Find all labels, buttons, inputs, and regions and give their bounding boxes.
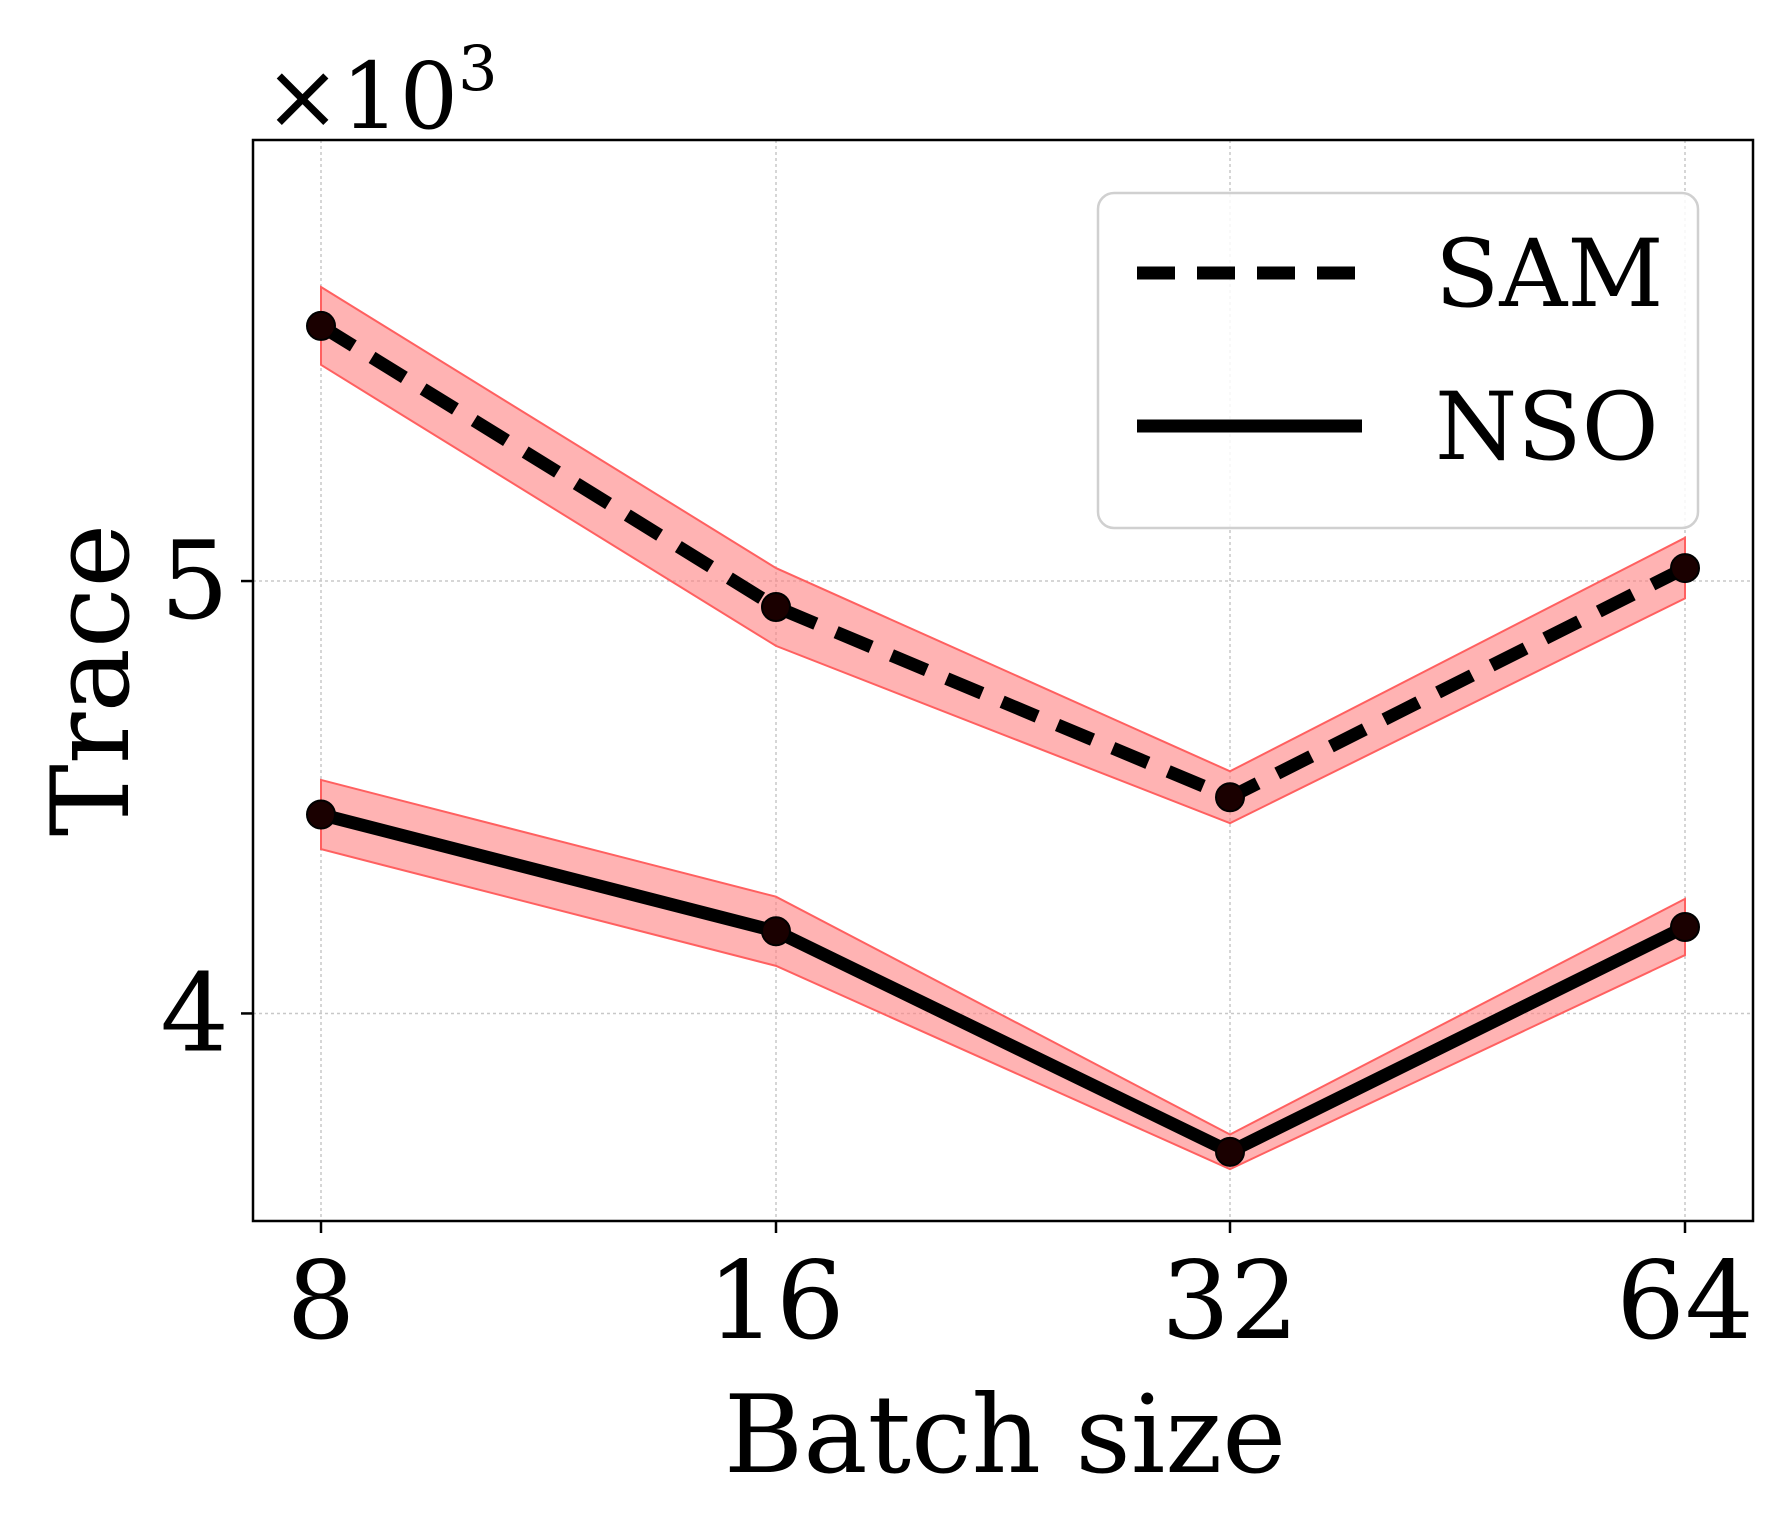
- nso-point-64: [1670, 911, 1700, 942]
- line-layer: [317, 320, 1688, 1160]
- y-axis-label: Trace: [29, 524, 154, 836]
- nso-point-8: [306, 799, 336, 830]
- legend-nso-label: NSO: [1435, 373, 1659, 482]
- nso-line: [319, 808, 1688, 1160]
- nso-band: [320, 778, 1686, 1171]
- legend: SAM NSO: [1096, 191, 1700, 530]
- sam-point-32: [1215, 782, 1245, 813]
- x-tick-label-64: 64: [1616, 1239, 1753, 1364]
- marker-layer: [306, 310, 1700, 1167]
- sam-line: [317, 320, 1688, 805]
- y-scale-label: ×103: [264, 32, 498, 150]
- y-scale-exponent: 3: [458, 32, 497, 105]
- x-tick-label-16: 16: [707, 1239, 844, 1364]
- nso-point-32: [1215, 1136, 1245, 1167]
- sam-point-8: [306, 310, 336, 341]
- nso-point-16: [761, 916, 791, 947]
- plot-frame: [251, 138, 1755, 1223]
- sam-point-64: [1670, 553, 1700, 584]
- band-layer: [320, 285, 1686, 1171]
- x-tick-label-8: 8: [287, 1239, 356, 1364]
- tick-layer: 8 16 32 64 4 5: [160, 519, 1753, 1364]
- x-axis-label: Batch size: [724, 1373, 1286, 1498]
- y-tick-label-5: 5: [160, 519, 229, 644]
- y-tick-label-4: 4: [160, 951, 229, 1076]
- y-scale-base: ×10: [264, 43, 458, 150]
- legend-frame: [1096, 191, 1700, 530]
- x-tick-label-32: 32: [1161, 1239, 1298, 1364]
- legend-sam-label: SAM: [1435, 220, 1664, 329]
- sam-point-16: [761, 591, 791, 622]
- sam-band: [320, 285, 1686, 825]
